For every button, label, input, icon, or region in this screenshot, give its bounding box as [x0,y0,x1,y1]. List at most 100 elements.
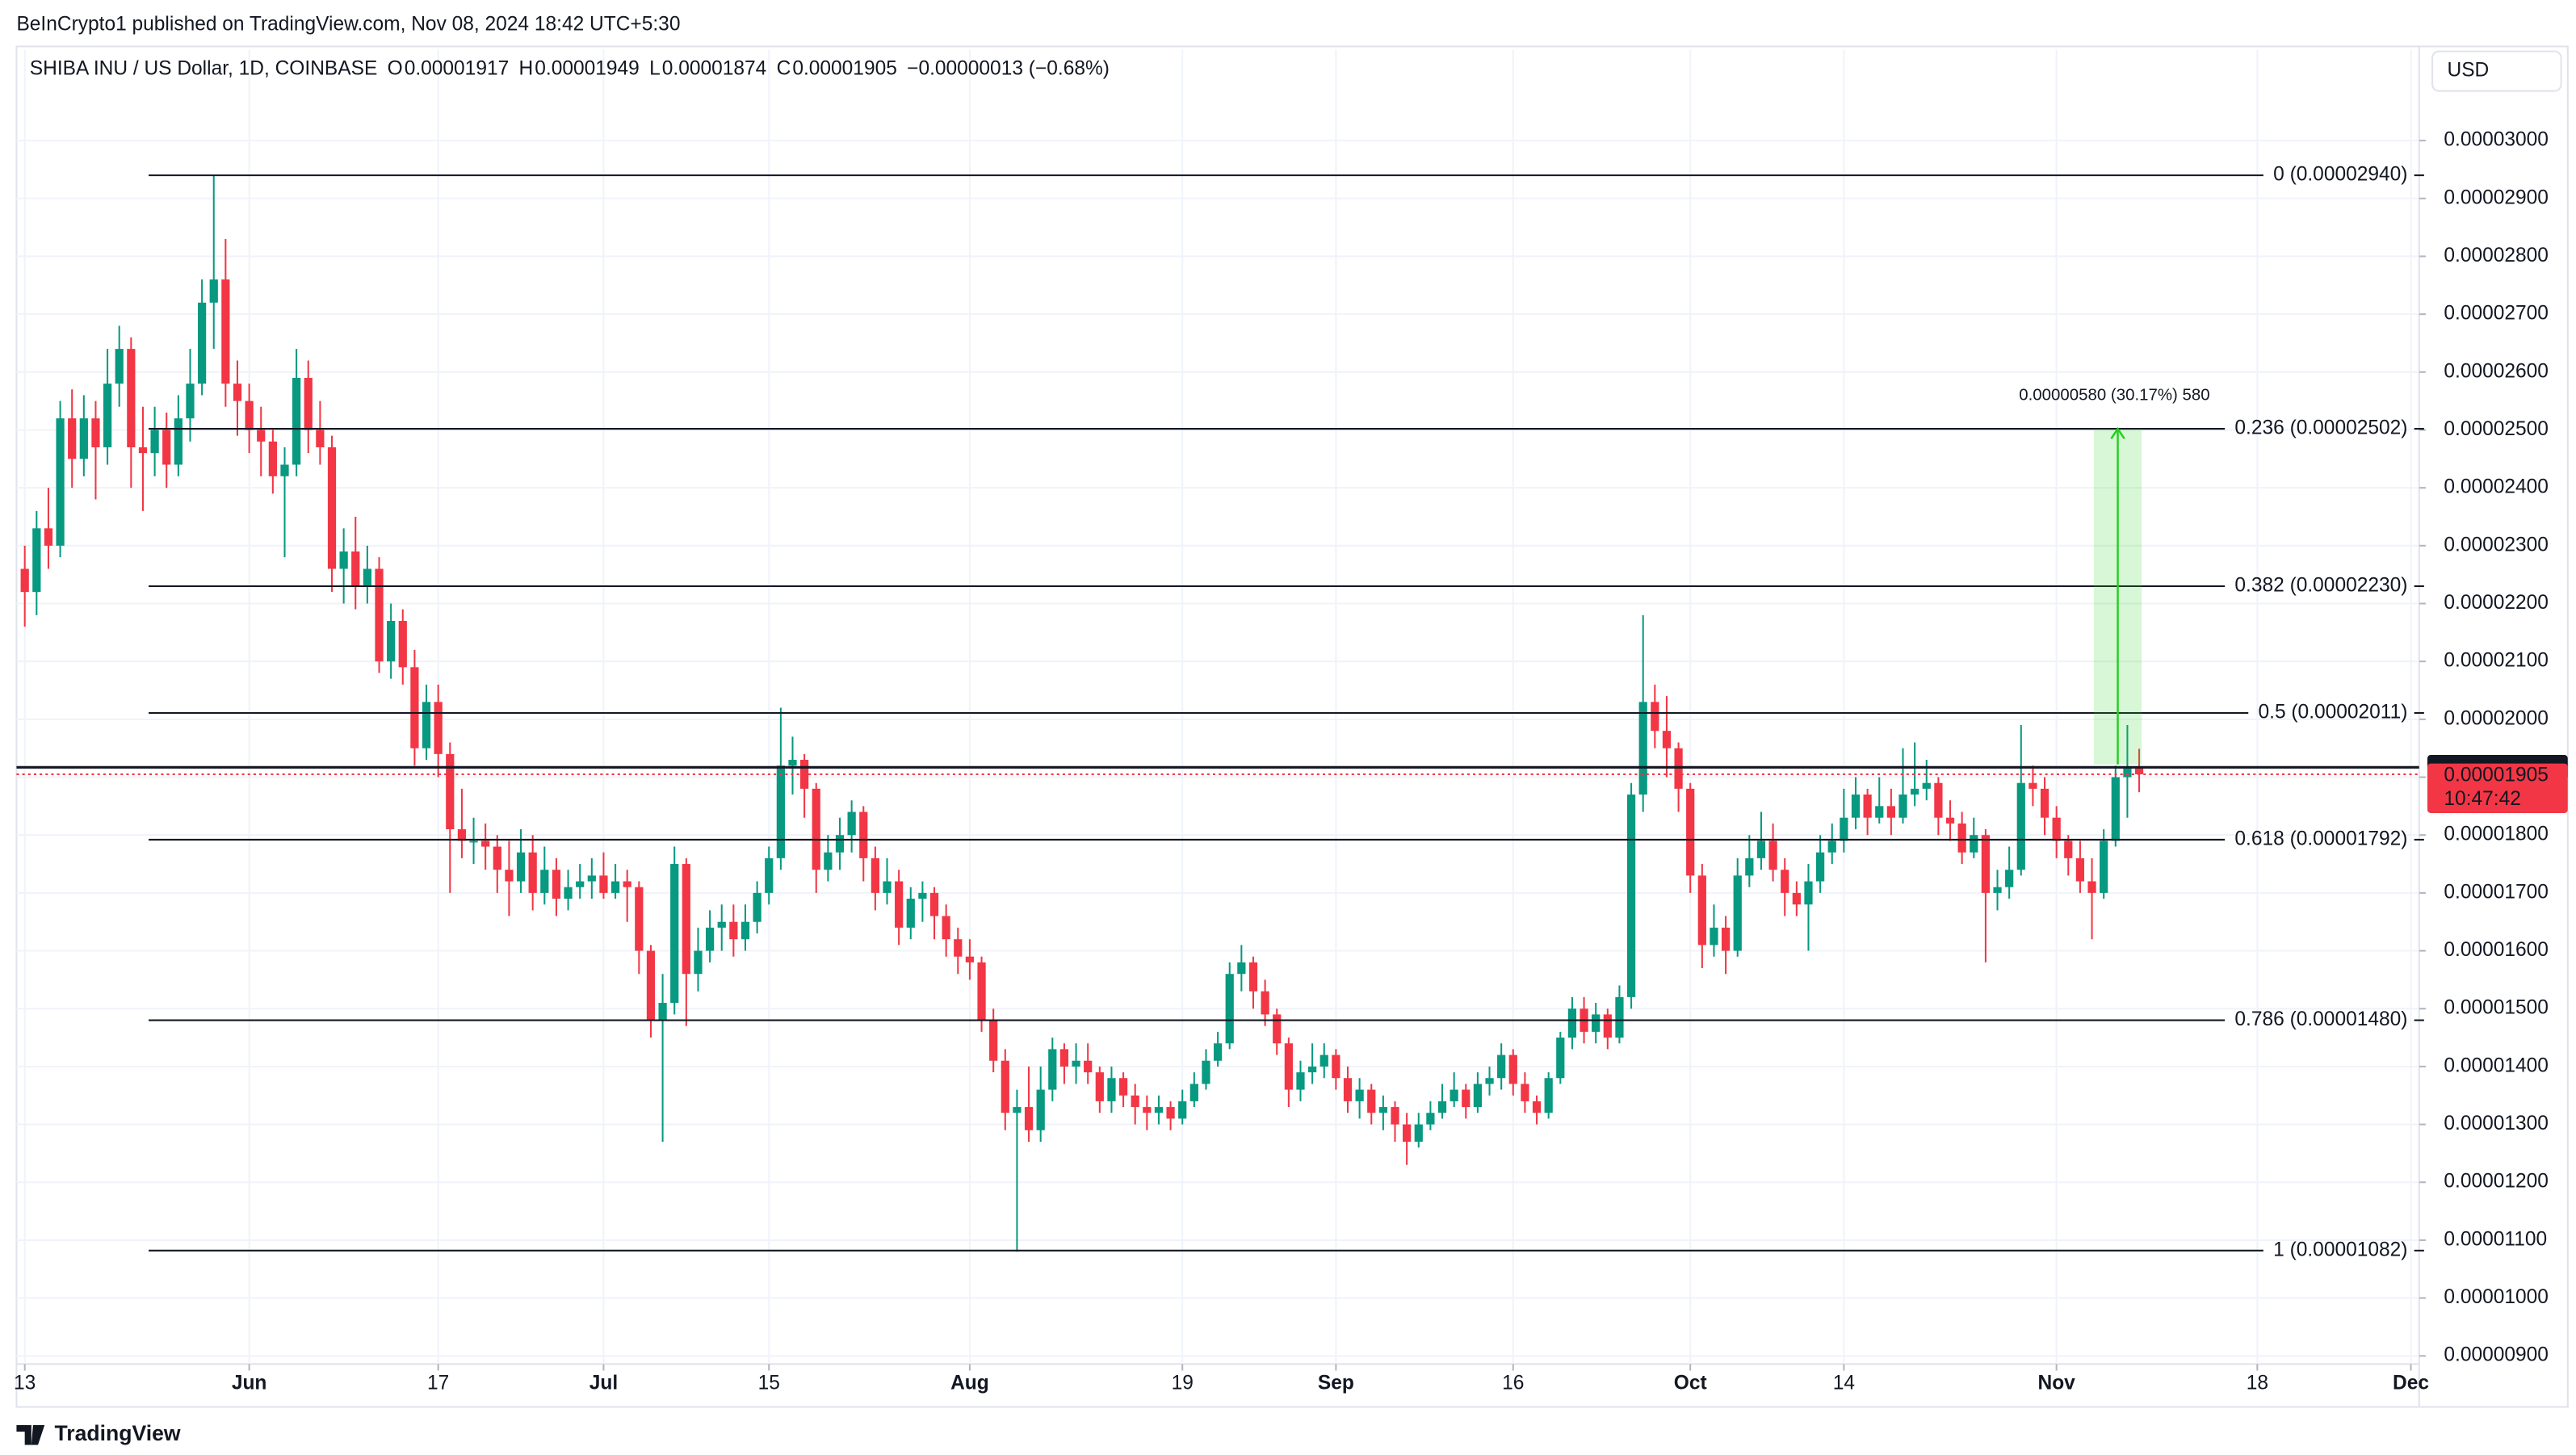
candle-body [2111,777,2120,841]
candle-body [1367,1089,1376,1113]
candle-body [1957,823,1966,853]
candle-body [316,430,325,447]
ohlc-value: 0.00001874 [662,58,767,80]
candle-body [1934,782,1943,818]
y-tick-label: 0.00002400 [2444,476,2549,498]
candle-body [564,887,573,899]
x-tick-label: Jul [589,1372,618,1394]
candle-body [1225,974,1234,1044]
candle-body [32,528,41,593]
candle-body [481,841,490,847]
ohlc-value: 0.00001917 [405,58,510,80]
candle-body [1922,782,1931,789]
candle-body [1072,1060,1080,1067]
candle-body [1945,817,1955,824]
x-tick-label: Nov [2038,1372,2076,1394]
candle-body [1911,788,1919,795]
overlay: 0 (0.00002940) 0.236 (0.00002502) 0.382 (0… [16,164,2568,1260]
candle-body [646,950,656,1021]
candle-body [599,875,608,893]
candle-body [1048,1049,1057,1090]
candle-body [812,788,820,870]
candle-body [1626,795,1636,997]
candle-body [2075,857,2085,882]
candle-body [623,881,631,887]
candle-body [1827,841,1836,853]
candle-body [2064,841,2073,858]
y-tick-label: 0.00001700 [2444,881,2549,903]
candle-body [1686,788,1695,876]
candle-body [859,811,868,858]
candle-body [1651,702,1659,732]
candle-body [387,621,396,662]
candle-body [729,921,738,940]
candle-body [1508,1055,1517,1084]
candle-body [1863,795,1872,818]
candle-body [115,349,124,384]
candle-body [2005,870,2014,887]
candle-body [505,870,514,882]
candle-body [1733,875,1742,951]
candle-body [1296,1072,1305,1090]
ohlc-key: L [649,58,661,80]
y-tick-label: 0.00001100 [2444,1228,2547,1250]
candle-body [895,881,904,928]
candle-body [233,384,242,401]
candle-body [1851,795,1861,818]
candle-body [422,702,431,748]
candle-body [1284,1043,1293,1090]
x-tick-label: Aug [950,1372,989,1394]
chart-frame [15,45,2569,1408]
candle-body [670,864,679,1004]
currency-button[interactable] [2431,50,2562,92]
candle-body [292,377,301,465]
y-tick-label: 0.00001000 [2444,1286,2549,1308]
candle-body [2087,881,2096,893]
level-label: 0.382 (0.00002230) [2234,574,2407,596]
candle-body [1721,927,1731,951]
level-label: 1 (0.00001082) [2273,1239,2407,1260]
x-tick-label: 13 [14,1372,36,1394]
candle-body [658,1003,667,1021]
candle-body [883,881,892,893]
candle-body [2028,782,2037,789]
candle-body [1450,1089,1458,1101]
candle-body [457,829,467,841]
candle-body [398,621,407,668]
candle-body [1567,1008,1577,1038]
candle-body [1178,1101,1187,1119]
candle-body [587,875,596,882]
x-tick-label: Oct [1674,1372,1707,1394]
candle-body [2052,817,2061,841]
candle-body [1237,962,1246,975]
candle-body [705,927,715,951]
candle-body [469,841,478,843]
y-tick-label: 0.00002700 [2444,303,2549,325]
candle-body [1308,1066,1317,1073]
candle-body [245,400,254,430]
candle-body [788,760,797,766]
candle-body [186,384,195,419]
candle-body [552,870,561,899]
candle-body [1521,1084,1529,1101]
candle-body [1024,1107,1034,1130]
x-tick-label: 15 [758,1372,780,1394]
y-tick-label: 0.00001200 [2444,1171,2549,1193]
candle-body [1662,731,1672,748]
candle-body [1993,887,2002,893]
currency-label[interactable]: USD [2448,60,2490,82]
candle-body [268,441,277,476]
candle-body [1013,1107,1022,1113]
candle-body [304,377,313,430]
candle-body [776,765,785,858]
candle-body [1544,1078,1553,1113]
candle-body [209,279,218,303]
candle-body [1462,1089,1471,1108]
candle-body [138,447,148,454]
candle-body [20,568,29,593]
candle-body [717,921,726,928]
candle-body [1273,1014,1282,1044]
candle-body [91,418,100,447]
